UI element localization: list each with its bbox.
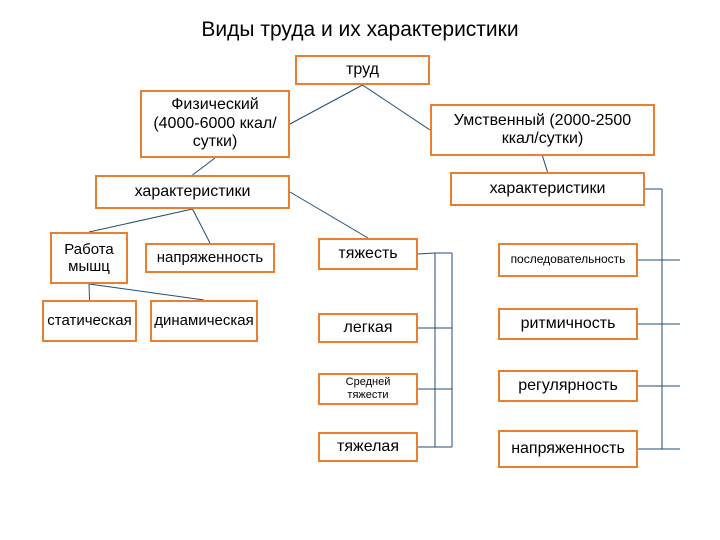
node-sequence: последовательность <box>498 243 638 277</box>
node-light: легкая <box>318 313 418 343</box>
node-strain_r: напряженность <box>498 430 638 468</box>
node-char_left: характеристики <box>95 175 290 209</box>
node-char_right: характеристики <box>450 172 645 206</box>
node-static: статическая <box>42 300 137 342</box>
node-rhythm: ритмичность <box>498 308 638 340</box>
node-heaviness: тяжесть <box>318 238 418 270</box>
node-trud: труд <box>295 55 430 85</box>
diagram-title: Виды труда и их характеристики <box>0 18 720 42</box>
node-regularity: регулярность <box>498 370 638 402</box>
node-physical: Физический (4000-6000 ккал/сутки) <box>140 90 290 158</box>
node-mental: Умственный (2000-2500 ккал/сутки) <box>430 104 655 156</box>
node-heavy: тяжелая <box>318 432 418 462</box>
node-muscles: Работа мышц <box>50 232 128 284</box>
node-strain: напряженность <box>145 243 275 273</box>
node-medium: Средней тяжести <box>318 373 418 405</box>
node-dynamic: динамическая <box>150 300 258 342</box>
